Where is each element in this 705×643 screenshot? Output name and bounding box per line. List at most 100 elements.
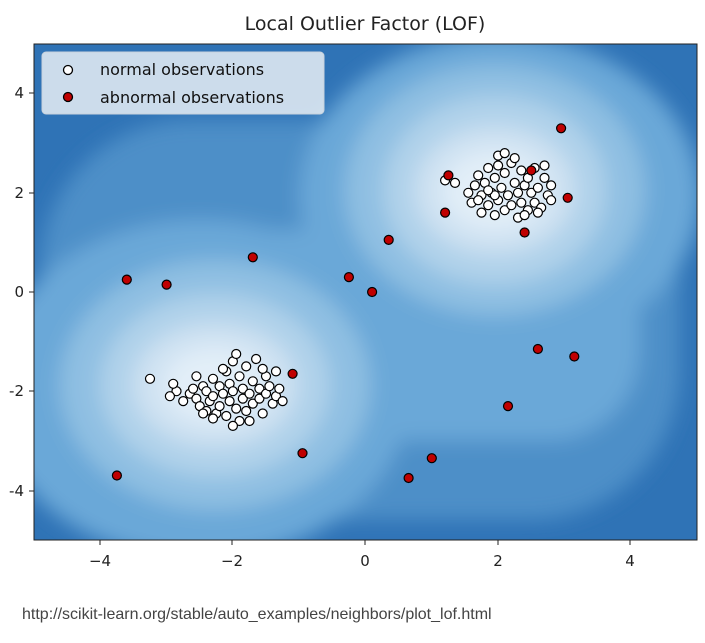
abnormal-observation-point xyxy=(555,123,567,134)
normal-observation-point xyxy=(473,170,484,181)
x-tick-label: 2 xyxy=(493,552,503,570)
chart-title: Local Outlier Factor (LOF) xyxy=(245,13,486,35)
normal-observation-point xyxy=(247,376,258,387)
normal-observation-point xyxy=(463,187,474,198)
normal-observation-point xyxy=(244,388,255,399)
normal-observation-point xyxy=(506,200,517,211)
abnormal-observation-point xyxy=(532,343,544,355)
normal-observation-point xyxy=(532,207,544,218)
y-tick-label: 4 xyxy=(14,84,24,102)
normal-observation-point xyxy=(516,197,527,208)
legend-marker-abnormal xyxy=(62,91,74,103)
normal-observation-point xyxy=(217,363,229,374)
normal-observation-point xyxy=(188,383,199,394)
normal-observation-point xyxy=(499,148,510,159)
abnormal-observation-point xyxy=(111,470,123,481)
abnormal-observation-point xyxy=(526,165,537,176)
normal-observation-point xyxy=(257,363,268,374)
abnormal-observation-point xyxy=(569,351,580,362)
normal-observation-point xyxy=(516,165,527,176)
normal-observation-point xyxy=(191,371,202,382)
abnormal-observation-point xyxy=(383,234,394,245)
axis-ticks: −4 −2 0 2 4 4 2 0 -2 -4 xyxy=(9,84,635,570)
normal-observation-point xyxy=(207,391,219,402)
normal-observation-point xyxy=(214,401,225,412)
legend-label-abnormal: abnormal observations xyxy=(100,88,284,107)
normal-observation-point xyxy=(257,408,268,419)
normal-observation-point xyxy=(198,408,209,419)
abnormal-observation-point xyxy=(443,170,454,181)
normal-observation-point xyxy=(483,162,494,174)
normal-observation-point xyxy=(241,361,252,372)
normal-observation-point xyxy=(241,405,252,417)
normal-observation-point xyxy=(221,410,232,422)
normal-observation-point xyxy=(168,378,179,389)
normal-observation-point xyxy=(207,413,219,424)
normal-observation-point xyxy=(251,353,262,365)
legend-label-normal: normal observations xyxy=(100,60,264,79)
normal-observation-point xyxy=(264,381,275,392)
normal-observation-point xyxy=(201,386,212,397)
normal-observation-point xyxy=(217,388,229,399)
normal-observation-point xyxy=(532,182,544,193)
abnormal-observation-point xyxy=(343,272,354,283)
normal-observation-point xyxy=(227,420,238,431)
normal-observation-point xyxy=(224,396,235,407)
abnormal-observation-point xyxy=(426,453,437,464)
abnormal-observation-point xyxy=(297,448,308,459)
normal-observation-point xyxy=(270,366,282,377)
normal-observation-point xyxy=(529,197,540,208)
normal-observation-point xyxy=(227,386,238,397)
normal-observation-point xyxy=(509,153,520,164)
normal-observation-point xyxy=(234,371,245,382)
normal-observation-point xyxy=(207,373,219,384)
legend-box xyxy=(41,51,325,115)
x-tick-label: 4 xyxy=(625,552,635,570)
y-tick-label: 0 xyxy=(14,283,24,301)
normal-observation-point xyxy=(476,207,487,218)
normal-observation-point xyxy=(483,200,494,211)
normal-observation-point xyxy=(231,348,242,360)
abnormal-observation-point xyxy=(121,274,132,285)
normal-observation-point xyxy=(502,190,514,201)
normal-observation-point xyxy=(489,172,500,183)
normal-observation-point xyxy=(274,383,285,394)
normal-observation-point xyxy=(244,415,255,427)
x-tick-label: −2 xyxy=(221,552,243,570)
normal-observation-point xyxy=(512,187,524,198)
abnormal-observation-point xyxy=(562,192,573,203)
normal-observation-point xyxy=(237,383,248,394)
legend-marker-normal xyxy=(62,64,74,76)
normal-observation-point xyxy=(496,182,507,193)
normal-observation-point xyxy=(519,210,530,221)
normal-observation-point xyxy=(247,398,258,409)
normal-observation-point xyxy=(237,393,248,404)
abnormal-observation-point xyxy=(440,207,451,218)
normal-observation-point xyxy=(539,172,550,183)
normal-observation-point xyxy=(449,177,461,188)
abnormal-observation-point xyxy=(502,401,514,412)
x-tick-label: −4 xyxy=(89,552,111,570)
normal-observation-point xyxy=(144,373,156,384)
normal-observation-point xyxy=(483,185,494,196)
normal-observation-point xyxy=(469,180,480,191)
normal-observation-point xyxy=(539,160,550,171)
scatter-points xyxy=(111,123,580,484)
contour-background xyxy=(34,44,697,540)
normal-observation-point xyxy=(489,210,500,221)
normal-observation-point xyxy=(499,205,510,216)
legend: normal observations abnormal observation… xyxy=(41,51,325,115)
x-tick-label: 0 xyxy=(360,552,370,570)
abnormal-observation-point xyxy=(287,368,298,379)
normal-observation-point xyxy=(545,180,557,191)
y-tick-label: -2 xyxy=(9,382,24,400)
abnormal-observation-point xyxy=(519,227,530,238)
abnormal-observation-point xyxy=(403,472,414,484)
normal-observation-point xyxy=(489,190,500,201)
normal-observation-point xyxy=(277,396,288,407)
abnormal-observation-point xyxy=(367,286,378,298)
normal-observation-point xyxy=(164,391,175,402)
normal-observation-point xyxy=(499,167,510,179)
y-tick-label: -4 xyxy=(9,482,24,500)
lof-chart: Local Outlier Factor (LOF) − xyxy=(9,13,698,570)
